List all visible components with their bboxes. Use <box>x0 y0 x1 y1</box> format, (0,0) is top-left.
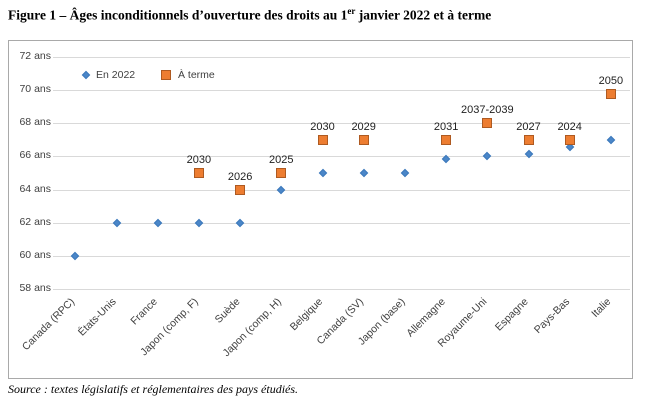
data-label-a-terme: 2031 <box>433 120 459 133</box>
marker-a-terme <box>482 118 493 129</box>
marker-a-terme <box>441 134 452 145</box>
data-label-a-terme: 2050 <box>598 75 624 88</box>
y-tick-label: 60 ans <box>19 248 51 261</box>
x-axis-label: France <box>128 295 160 328</box>
marker-en-2022 <box>194 218 204 227</box>
marker-en-2022 <box>277 185 286 194</box>
marker-a-terme <box>317 134 328 145</box>
data-label-a-terme: 2030 <box>186 153 212 166</box>
x-axis-label: Espagne <box>492 295 531 334</box>
marker-en-2022 <box>318 168 327 178</box>
figure-title-suffix: janvier 2022 et à terme <box>355 7 492 23</box>
legend-item-en-2022: En 2022 <box>81 69 136 81</box>
chart-area: 58 ans 60 ans 62 ans 64 ans 66 ans 68 ans 70 a… <box>8 40 633 379</box>
marker-a-terme <box>564 134 575 145</box>
x-axis-label: Canada (RPC) <box>20 295 78 353</box>
marker-a-terme <box>193 167 204 178</box>
x-axis-label: Allemagne <box>404 295 449 340</box>
data-label-a-terme: 2026 <box>227 170 253 183</box>
marker-en-2022 <box>112 218 121 227</box>
gridline <box>53 288 630 290</box>
y-tick-label: 58 ans <box>19 281 51 294</box>
marker-en-2022 <box>483 152 492 161</box>
y-tick-label: 64 ans <box>19 182 51 195</box>
gridline <box>53 222 630 224</box>
legend-label-a-terme: À terme <box>178 69 215 81</box>
marker-en-2022 <box>606 135 616 145</box>
x-axis-label: Pays-Bas <box>531 295 572 337</box>
x-axis-label: Belgique <box>287 295 325 334</box>
x-axis-label: États-Unis <box>76 295 119 339</box>
marker-en-2022 <box>153 218 162 227</box>
x-axis-label: Suède <box>212 295 243 326</box>
source-note: Source : textes législatifs et réglement… <box>8 382 299 396</box>
orange-square-icon <box>161 70 171 80</box>
blue-diamond-icon <box>81 70 91 80</box>
marker-a-terme <box>358 134 369 145</box>
marker-a-terme <box>605 89 616 100</box>
data-label-a-terme: 2027 <box>516 120 541 133</box>
figure-title-text: Figure 1 – Âges inconditionnels d’ouvert… <box>8 7 348 23</box>
data-label-a-terme: 2029 <box>351 120 376 133</box>
marker-en-2022 <box>71 251 80 261</box>
marker-en-2022 <box>235 218 245 227</box>
gridline <box>53 123 630 125</box>
data-label-a-terme: 2024 <box>557 120 582 133</box>
y-tick-label: 66 ans <box>19 149 51 162</box>
marker-a-terme <box>523 134 534 145</box>
marker-a-terme <box>276 167 287 178</box>
gridline <box>53 57 630 58</box>
marker-en-2022 <box>400 168 410 178</box>
marker-en-2022 <box>359 168 368 178</box>
marker-a-terme <box>235 184 246 195</box>
data-label-a-terme: 2030 <box>310 120 335 133</box>
figure-title: Figure 1 – Âges inconditionnels d’ouvert… <box>8 6 640 24</box>
x-axis-label: Italie <box>588 295 614 320</box>
gridline <box>53 255 630 257</box>
legend-item-a-terme: À terme <box>161 69 215 81</box>
y-tick-label: 62 ans <box>19 215 51 228</box>
y-tick-label: 72 ans <box>19 50 51 62</box>
gridline <box>53 156 630 158</box>
gridline <box>53 90 630 92</box>
data-label-a-terme: 2025 <box>269 153 294 166</box>
data-label-a-terme: 2037-2039 <box>460 104 514 117</box>
y-tick-label: 70 ans <box>19 83 51 96</box>
figure-title-superscript: er <box>347 6 356 16</box>
plot-area: 58 ans 60 ans 62 ans 64 ans 66 ans 68 ans 70 a… <box>9 41 632 378</box>
gridline <box>53 189 630 191</box>
legend-label-en-2022: En 2022 <box>96 69 136 81</box>
y-tick-label: 68 ans <box>19 116 51 129</box>
